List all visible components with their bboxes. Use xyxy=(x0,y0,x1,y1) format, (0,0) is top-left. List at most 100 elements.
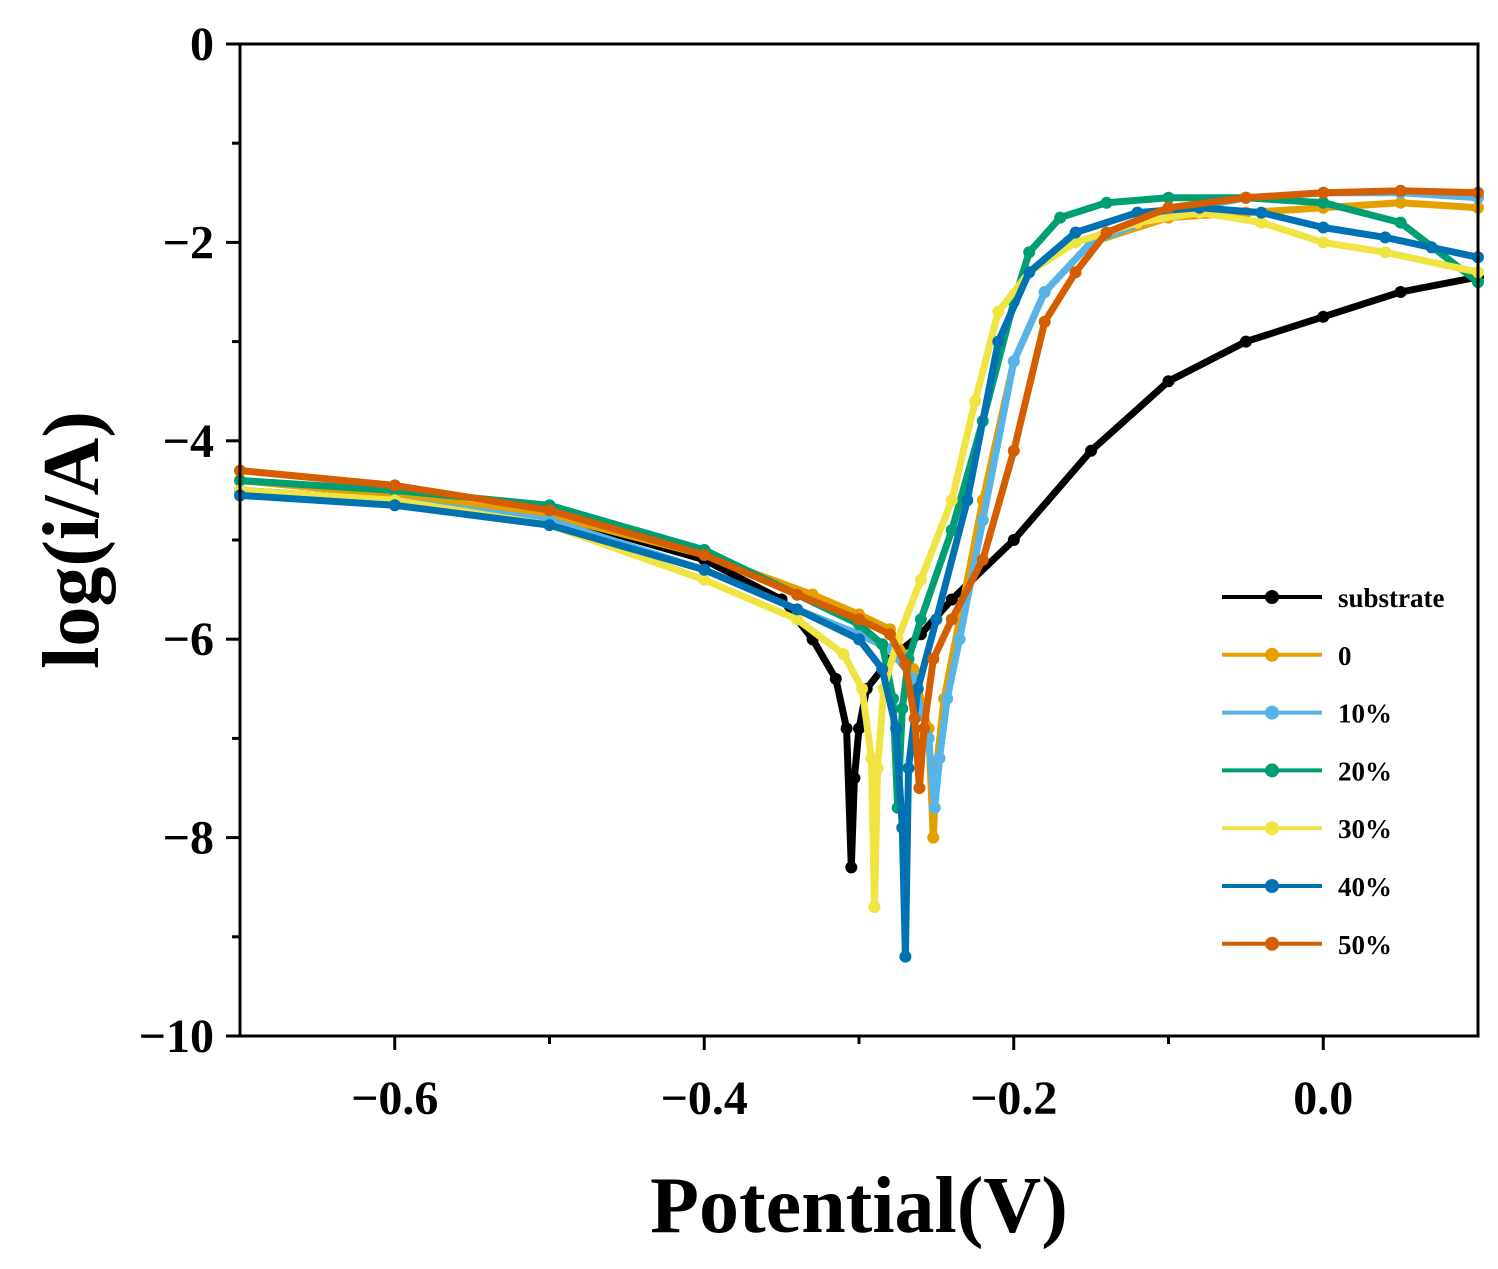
data-point xyxy=(899,658,912,670)
data-point xyxy=(969,395,982,408)
data-point xyxy=(543,504,556,517)
data-point xyxy=(914,613,927,626)
data-point xyxy=(1054,211,1067,224)
data-point xyxy=(1317,186,1330,199)
series-line xyxy=(236,204,1482,961)
x-tick-label: −0.2 xyxy=(970,1072,1057,1125)
data-point xyxy=(1007,534,1020,546)
legend-swatch-marker xyxy=(1265,821,1279,836)
data-point xyxy=(911,682,924,695)
legend-swatch-marker xyxy=(1265,647,1279,662)
legend-label: 30% xyxy=(1338,814,1392,844)
data-point xyxy=(853,633,865,646)
legend-item: 30% xyxy=(1222,814,1392,844)
data-point xyxy=(1239,191,1252,204)
tick-label-group: −0.6 −0.4 −0.2 0.0 0 −2 −4 −6 −8 −10 xyxy=(139,18,1354,1125)
x-axis-title: Potential(V) xyxy=(650,1162,1068,1250)
data-point xyxy=(913,782,926,794)
legend-label: 0 xyxy=(1338,641,1352,671)
data-point xyxy=(1038,286,1051,298)
data-point xyxy=(1162,201,1175,214)
data-point xyxy=(1317,310,1330,323)
x-tick-label: 0.0 xyxy=(1293,1072,1353,1125)
data-point xyxy=(933,752,946,765)
data-point xyxy=(853,613,865,626)
data-point xyxy=(865,752,878,765)
data-point xyxy=(976,514,989,527)
data-point xyxy=(896,702,909,715)
data-point xyxy=(930,613,943,626)
data-point xyxy=(890,722,903,735)
data-point xyxy=(927,831,940,844)
series-line xyxy=(236,187,1482,792)
data-point xyxy=(896,821,909,834)
legend-label: 40% xyxy=(1338,872,1392,902)
legend-item: 10% xyxy=(1222,699,1392,729)
data-point xyxy=(1085,444,1098,457)
data-point xyxy=(1379,231,1392,244)
legend-label: 20% xyxy=(1338,756,1392,786)
data-point xyxy=(1394,184,1407,197)
data-point xyxy=(953,633,966,646)
legend-swatch-marker xyxy=(1265,936,1279,951)
data-point xyxy=(853,722,865,735)
data-point xyxy=(976,553,989,566)
data-point xyxy=(543,519,556,532)
data-point xyxy=(791,603,804,616)
y-tick-label: −8 xyxy=(163,812,214,865)
data-point xyxy=(1394,196,1407,209)
legend-swatch-marker xyxy=(1265,879,1279,893)
data-point xyxy=(945,613,958,626)
legend-label: 50% xyxy=(1338,930,1392,960)
data-point xyxy=(1317,221,1330,234)
y-tick-label: −10 xyxy=(139,1010,214,1063)
data-point xyxy=(1255,206,1268,219)
legend-item: 50% xyxy=(1222,930,1392,960)
data-point xyxy=(902,762,915,775)
data-point xyxy=(791,613,804,626)
legend-swatch-marker xyxy=(1265,590,1279,604)
data-point xyxy=(918,722,930,735)
data-point xyxy=(945,593,958,606)
data-point xyxy=(1425,241,1438,254)
y-tick-label: 0 xyxy=(190,18,214,71)
series-group xyxy=(234,184,1484,963)
data-point xyxy=(698,573,711,586)
data-point xyxy=(388,479,401,492)
data-point xyxy=(791,588,804,601)
x-tick-label: −0.6 xyxy=(351,1072,438,1125)
legend-item: 40% xyxy=(1222,872,1392,902)
data-point xyxy=(945,494,958,507)
data-point xyxy=(837,648,850,661)
legend-swatch-marker xyxy=(1265,763,1279,778)
data-point xyxy=(927,653,940,665)
data-point xyxy=(1394,286,1407,298)
legend-label: 10% xyxy=(1338,699,1392,729)
tick-group xyxy=(226,42,1325,1050)
data-point xyxy=(1007,444,1020,457)
data-point xyxy=(876,663,889,675)
data-point xyxy=(992,335,1005,348)
data-point xyxy=(1100,226,1113,239)
data-point xyxy=(1162,191,1175,204)
data-point xyxy=(992,305,1005,318)
data-point xyxy=(961,494,974,507)
data-point xyxy=(941,692,954,705)
data-point xyxy=(1038,315,1051,328)
data-point xyxy=(871,762,884,775)
legend-swatch-marker xyxy=(1265,705,1279,720)
legend-label: substrate xyxy=(1338,583,1445,613)
data-point xyxy=(1379,246,1392,259)
data-point xyxy=(868,901,881,913)
data-point xyxy=(388,499,401,512)
series-30% xyxy=(234,206,1484,913)
x-tick-label: −0.4 xyxy=(661,1072,748,1125)
series-50% xyxy=(234,184,1484,794)
data-point xyxy=(1317,236,1330,249)
data-point xyxy=(1069,266,1082,279)
data-point xyxy=(856,682,869,695)
legend-item: substrate xyxy=(1222,583,1445,613)
data-point xyxy=(914,573,927,586)
data-point xyxy=(1394,216,1407,229)
data-point xyxy=(1023,246,1036,259)
